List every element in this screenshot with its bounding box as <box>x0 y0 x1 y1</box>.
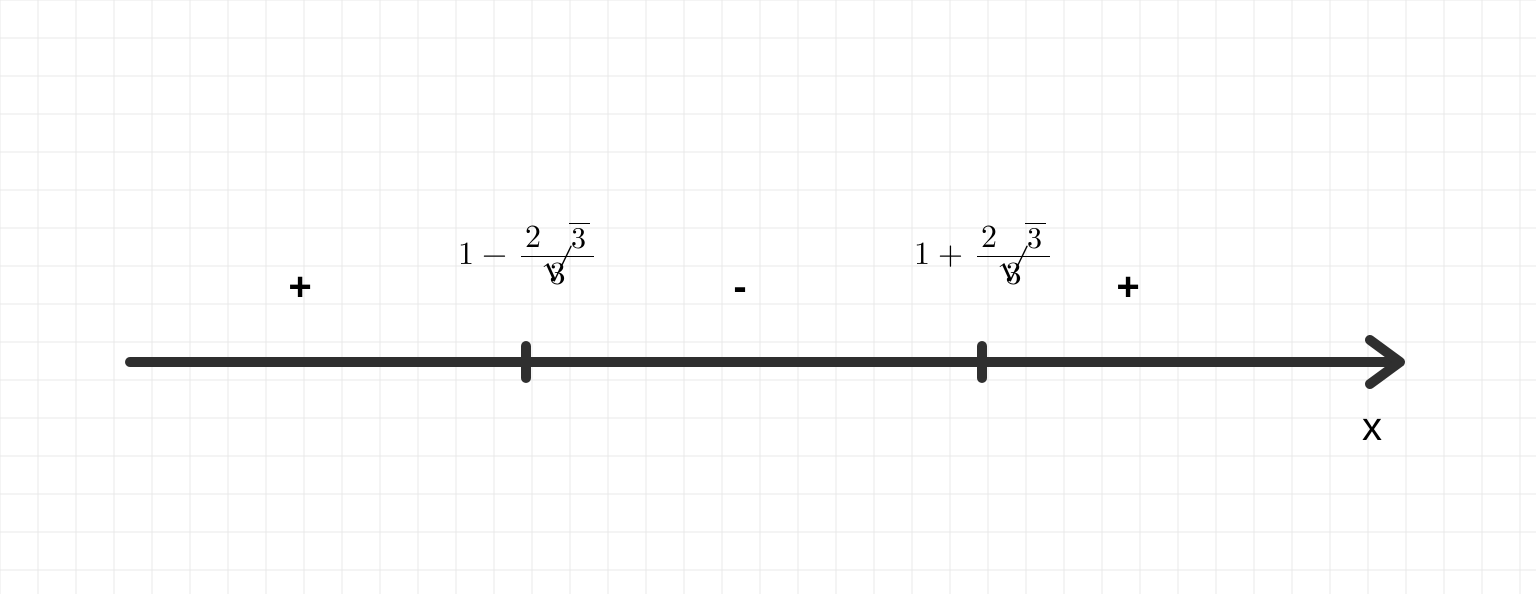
canvas-background <box>0 0 1536 594</box>
tick-label-1-op: + <box>938 239 963 271</box>
tick-label-1-radicand: 3 <box>1025 223 1046 254</box>
tick-label-0-sqrt-icon: √3 <box>541 218 590 254</box>
region-sign-1: - <box>733 265 746 309</box>
region-sign-2: + <box>1116 265 1139 309</box>
tick-label-1-one: 1 <box>914 239 930 271</box>
radical-icon: √ <box>541 218 571 254</box>
radical-icon: √ <box>997 218 1027 254</box>
tick-label-0-radicand: 3 <box>569 223 590 254</box>
tick-label-1-num-coeff: 2 <box>981 222 997 254</box>
tick-label-0: 1−2√33 <box>396 218 656 328</box>
tick-label-1: 1+2√33 <box>852 218 1112 328</box>
tick-label-1-fraction: 2√33 <box>977 218 1050 291</box>
tick-label-1-sqrt-icon: √3 <box>997 218 1046 254</box>
region-sign-0: + <box>288 265 311 309</box>
tick-label-0-fraction: 2√33 <box>521 218 594 291</box>
tick-label-0-num-coeff: 2 <box>525 222 541 254</box>
tick-label-0-one: 1 <box>458 239 474 271</box>
axis-label-x: x <box>1362 405 1382 449</box>
tick-label-0-den: 3 <box>545 259 569 291</box>
tick-label-1-den: 3 <box>1001 259 1025 291</box>
tick-label-0-op: − <box>482 239 507 271</box>
